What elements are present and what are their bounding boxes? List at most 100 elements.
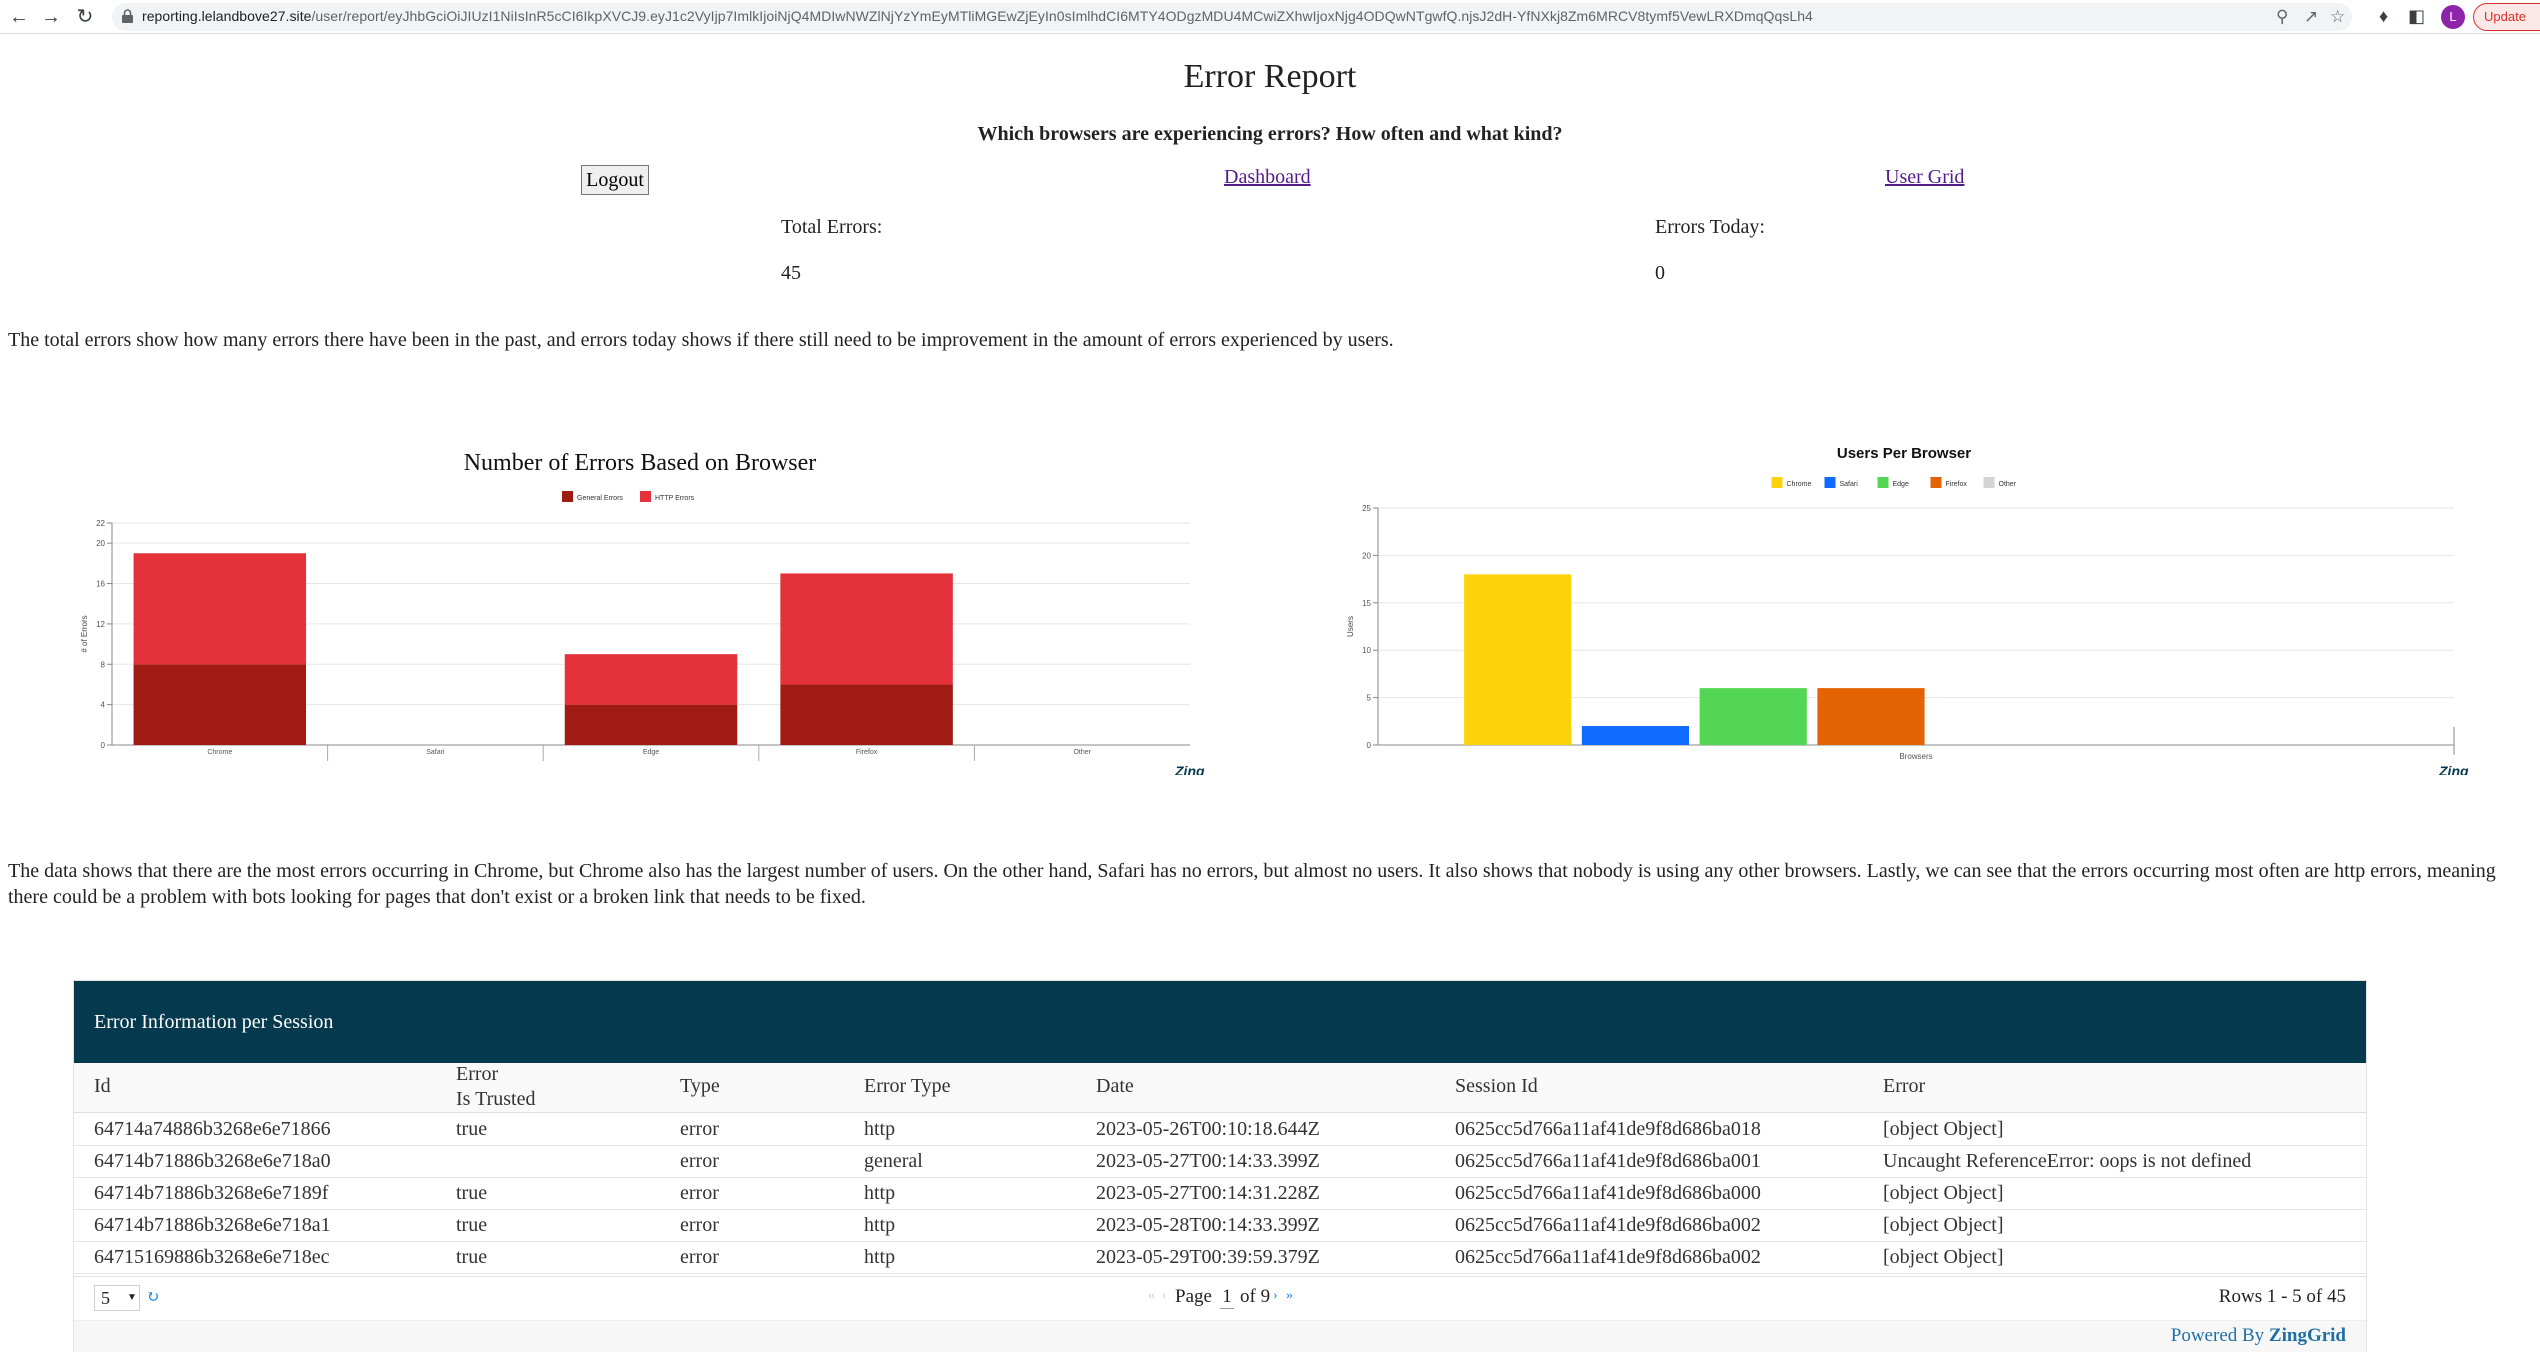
user-grid-link[interactable]: User Grid <box>1885 166 1965 188</box>
intro-paragraph: The total errors show how many errors th… <box>8 329 1394 351</box>
legend-label: HTTP Errors <box>655 495 695 502</box>
bookmark-star-icon[interactable]: ☆ <box>2330 7 2346 26</box>
column-header-date[interactable]: Date <box>1096 1075 1134 1097</box>
table-row[interactable]: 64715169886b3268e6e718ec true error http 202… <box>74 1242 2366 1274</box>
cell-date: 2023-05-28T00:14:33.399Z <box>1096 1214 1320 1236</box>
cell-date: 2023-05-27T00:14:33.399Z <box>1096 1150 1320 1172</box>
table-row[interactable]: 64714b71886b3268e6e718a1 true error http 202… <box>74 1210 2366 1242</box>
column-header-error-type[interactable]: Error Type <box>864 1075 951 1097</box>
page-number-input[interactable]: 1 <box>1220 1286 1234 1309</box>
update-button[interactable]: Update <box>2473 3 2540 31</box>
powered-by-text[interactable]: Powered By ZingGrid <box>2171 1325 2346 1347</box>
total-errors-label: Total Errors: <box>781 216 883 238</box>
legend-swatch <box>562 491 573 502</box>
table-row[interactable]: 64714a74886b3268e6e71866 true error http 202… <box>74 1114 2366 1146</box>
bar-http-errors <box>564 654 738 705</box>
y-tick-label: 12 <box>96 620 105 629</box>
errors-today-value: 0 <box>1655 262 1665 284</box>
cell-trusted: true <box>456 1214 488 1236</box>
y-tick-label: 16 <box>96 580 105 589</box>
cell-error-type: http <box>864 1246 896 1268</box>
page-title: Error Report <box>1183 58 1357 95</box>
cell-error-type: http <box>864 1118 896 1140</box>
chart-title: Number of Errors Based on Browser <box>464 450 817 476</box>
powered-by-footer: Powered By ZingGrid <box>74 1320 2366 1352</box>
back-arrow-icon[interactable]: ← <box>9 6 29 28</box>
cell-id: 64714b71886b3268e6e718a1 <box>94 1214 331 1236</box>
cell-error-type: http <box>864 1182 896 1204</box>
page-total: of 9 <box>1240 1286 1271 1307</box>
cell-error: [object Object] <box>1883 1182 2004 1204</box>
y-tick-label: 10 <box>1362 646 1371 655</box>
cell-error: [object Object] <box>1883 1214 2004 1236</box>
cell-type: error <box>680 1150 719 1172</box>
y-tick-label: 15 <box>1362 599 1371 608</box>
legend-swatch <box>1771 477 1783 488</box>
y-tick-label: 8 <box>101 660 106 669</box>
column-header-error[interactable]: Error <box>1883 1075 1926 1097</box>
x-tick-label: Other <box>1073 749 1091 756</box>
table-row[interactable]: 64714b71886b3268e6e7189f true error http 202… <box>74 1178 2366 1210</box>
cell-id: 64714b71886b3268e6e718a0 <box>94 1150 331 1172</box>
cell-id: 64714a74886b3268e6e71866 <box>94 1118 331 1140</box>
cell-type: error <box>680 1118 719 1140</box>
side-panel-icon[interactable]: ◧ <box>2408 6 2426 26</box>
page-subtitle: Which browsers are experiencing errors? … <box>977 123 1563 145</box>
cell-date: 2023-05-26T00:10:18.644Z <box>1096 1118 1320 1140</box>
reload-icon[interactable]: ↻ <box>76 6 94 28</box>
lock-icon <box>122 9 133 23</box>
page-label: Page <box>1175 1286 1212 1307</box>
x-tick-label: Chrome <box>207 749 232 756</box>
cell-id: 64715169886b3268e6e718ec <box>94 1246 330 1268</box>
legend-swatch <box>1930 477 1942 488</box>
y-tick-label: 20 <box>96 539 105 548</box>
column-header-id[interactable]: Id <box>94 1075 111 1097</box>
forward-arrow-icon[interactable]: → <box>41 6 61 28</box>
column-header-error-is-trusted-line2[interactable]: Is Trusted <box>456 1088 536 1110</box>
next-page-icon[interactable]: › <box>1273 1288 1278 1303</box>
x-axis-label: Browsers <box>1899 752 1932 761</box>
powered-by-brand: ZingGrid <box>2268 1325 2346 1346</box>
errors-by-browser-svg: Number of Errors Based on Browser General… <box>80 450 1205 775</box>
cell-error: Uncaught ReferenceError: oops is not def… <box>1883 1150 2252 1172</box>
column-header-type[interactable]: Type <box>680 1075 720 1097</box>
dashboard-link[interactable]: Dashboard <box>1224 166 1311 188</box>
table-row[interactable]: 64714b71886b3268e6e718a0 error general 2023… <box>74 1146 2366 1178</box>
cell-type: error <box>680 1214 719 1236</box>
first-page-icon: « <box>1148 1288 1155 1303</box>
error-grid: Error Information per Session Id Error I… <box>73 980 2367 1352</box>
page-size-select[interactable]: 5 ▼ <box>94 1285 140 1311</box>
bar-general-errors <box>133 664 307 745</box>
zingchart-watermark: Zing <box>1174 763 1205 775</box>
column-header-error-is-trusted-line1[interactable]: Error <box>456 1063 499 1085</box>
errors-today-label: Errors Today: <box>1655 216 1765 238</box>
logout-button[interactable]: Logout <box>581 165 649 195</box>
y-tick-label: 25 <box>1362 504 1371 513</box>
refresh-icon[interactable]: ↻ <box>146 1289 160 1306</box>
page-size-value: 5 <box>101 1288 110 1308</box>
address-bar[interactable]: reporting.lelandbove27.site/user/report/… <box>112 3 2352 31</box>
cell-session: 0625cc5d766a11af41de9f8d686ba018 <box>1455 1118 1761 1140</box>
grid-pager: 5 ▼ ↻ « ‹ Page 1 of 9 › » Rows 1 - 5 of 4… <box>74 1276 2366 1320</box>
chevron-down-icon: ▼ <box>127 1292 137 1303</box>
column-header-session-id[interactable]: Session Id <box>1455 1075 1538 1097</box>
errors-by-browser-chart: Number of Errors Based on Browser General… <box>70 440 1210 775</box>
extensions-puzzle-icon[interactable]: ♦ <box>2379 6 2389 26</box>
profile-avatar[interactable]: L <box>2441 5 2465 29</box>
y-tick-label: 22 <box>96 519 105 528</box>
cell-trusted: true <box>456 1118 488 1140</box>
zoom-icon[interactable]: ⚲ <box>2276 7 2289 26</box>
legend-swatch <box>1983 477 1995 488</box>
grid-header-row: Id Error Is Trusted Type Error Type Date… <box>74 1063 2366 1113</box>
legend-swatch <box>640 491 651 502</box>
bar-chrome <box>1464 574 1572 745</box>
bar-general-errors <box>780 684 953 745</box>
analysis-paragraph: The data shows that there are the most e… <box>8 860 2496 908</box>
legend-label: Other <box>1999 481 2017 488</box>
url-text: reporting.lelandbove27.site/user/report/… <box>142 8 1813 24</box>
share-icon[interactable]: ↗ <box>2304 7 2319 26</box>
legend-swatch <box>1877 477 1889 488</box>
last-page-icon[interactable]: » <box>1286 1288 1293 1303</box>
grid-caption: Error Information per Session <box>74 981 2366 1063</box>
cell-trusted: true <box>456 1246 488 1268</box>
